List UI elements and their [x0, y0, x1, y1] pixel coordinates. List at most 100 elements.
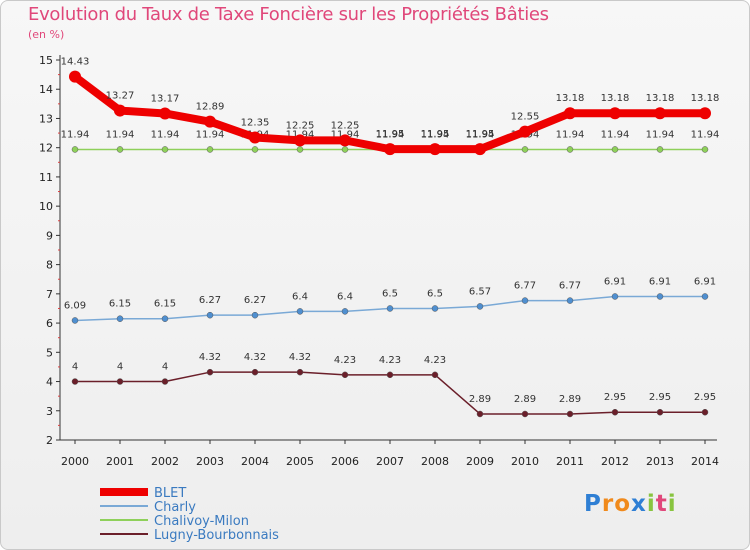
data-point [71, 146, 79, 153]
data-point [656, 408, 664, 416]
data-label: 2.89 [469, 394, 491, 405]
data-label: 12.55 [511, 112, 540, 123]
data-label: 4 [117, 362, 123, 373]
data-label: 11.94 [556, 129, 585, 140]
logo-letter: t [655, 491, 668, 517]
data-label: 2.89 [559, 394, 581, 405]
x-tick-label: 2005 [286, 455, 314, 468]
y-tick-label: 8 [46, 259, 53, 272]
data-label: 13.17 [151, 93, 180, 104]
data-point [206, 311, 214, 319]
data-point [116, 378, 124, 385]
x-tick-label: 2001 [106, 455, 134, 468]
data-label: 12.35 [241, 117, 270, 128]
data-label: 11.94 [646, 129, 675, 140]
legend-item-label: Lugny-Bourbonnais [154, 528, 279, 543]
logo-letter: i [646, 491, 656, 517]
data-label: 13.18 [556, 93, 585, 104]
series-charly: 6.09 6.15 6.15 6.27 6.27 6.4 6.4 6.5 6.5 6.57 6.77… [64, 276, 716, 324]
y-tick-label: 2 [46, 434, 53, 447]
data-point [566, 146, 574, 153]
data-point [161, 378, 169, 385]
data-point [159, 107, 171, 120]
data-label: 6.4 [337, 291, 353, 302]
data-label: 11.95 [376, 129, 405, 140]
x-tick-label: 2012 [601, 455, 629, 468]
data-point [294, 134, 306, 147]
data-label: 6.77 [514, 281, 536, 292]
data-label: 11.95 [466, 129, 495, 140]
x-tick-label: 2004 [241, 455, 269, 468]
data-point [656, 146, 664, 153]
logo-letter: P [584, 491, 602, 517]
data-label: 2.95 [649, 392, 671, 403]
x-tick-label: 2009 [466, 455, 494, 468]
data-point [161, 315, 169, 322]
data-label: 2.95 [604, 392, 626, 403]
y-tick-label: 6 [46, 317, 53, 330]
x-tick-label: 2008 [421, 455, 449, 468]
data-point [251, 368, 259, 376]
data-label: 11.94 [61, 129, 90, 140]
data-label: 2.95 [694, 392, 716, 403]
x-tick-label: 2013 [646, 455, 674, 468]
data-point [611, 146, 619, 153]
data-point [69, 70, 81, 83]
y-tick-label: 5 [46, 346, 53, 359]
data-label: 6.27 [199, 295, 221, 306]
x-tick-label: 2011 [556, 455, 584, 468]
x-tick-label: 2006 [331, 455, 359, 468]
y-tick-label: 7 [46, 288, 53, 301]
data-label: 6.91 [649, 276, 671, 287]
data-label: 6.5 [427, 288, 443, 299]
data-label: 11.94 [106, 129, 135, 140]
data-label: 4.23 [379, 355, 401, 366]
data-label: 13.18 [691, 93, 720, 104]
data-label: 6.91 [604, 276, 626, 287]
data-point [656, 293, 664, 300]
logo-letter: x [631, 491, 647, 517]
data-point [71, 317, 79, 324]
data-point [386, 371, 394, 379]
data-point [116, 146, 124, 153]
data-label: 6.57 [469, 286, 491, 297]
y-tick-label: 9 [46, 229, 53, 242]
data-point [564, 107, 576, 120]
series-lugny-bourbonnais: 4 4 4 4.32 4.32 4.32 4.23 4.23 4.23 2.89 2.89 2.89 2… [71, 352, 716, 418]
x-tick-label: 2014 [691, 455, 719, 468]
legend-item-label: BLET [154, 486, 186, 501]
y-tick-label: 12 [39, 142, 53, 155]
proxiti-logo: Proxiti [584, 491, 677, 517]
data-point [251, 146, 259, 153]
data-label: 13.27 [106, 91, 135, 102]
data-point [701, 408, 709, 416]
data-label: 11.94 [421, 129, 450, 140]
data-label: 13.18 [601, 93, 630, 104]
data-label: 11.94 [151, 129, 180, 140]
x-tick-label: 2007 [376, 455, 404, 468]
data-point [114, 104, 126, 117]
y-tick-label: 3 [46, 405, 53, 418]
data-label: 12.25 [286, 120, 315, 131]
data-point [339, 134, 351, 147]
legend-item-label: Chalivoy-Milon [154, 514, 249, 529]
data-label: 6.5 [382, 288, 398, 299]
data-point [476, 410, 484, 418]
data-label: 6.91 [694, 276, 716, 287]
logo-letter: i [667, 491, 677, 517]
y-tick-label: 14 [39, 83, 53, 96]
y-tick-label: 11 [39, 171, 53, 184]
data-label: 4.32 [199, 352, 221, 363]
y-tick-label: 10 [39, 200, 53, 213]
chart-title: Evolution du Taux de Taxe Foncière sur l… [28, 4, 549, 25]
data-point [384, 143, 396, 156]
data-point [566, 410, 574, 418]
data-point [699, 107, 711, 120]
data-point [296, 308, 304, 315]
logo-letter: r [601, 491, 615, 517]
data-label: 4.32 [244, 352, 266, 363]
data-label: 11.94 [691, 129, 720, 140]
data-point [71, 378, 79, 385]
data-point [701, 293, 709, 300]
data-point [431, 305, 439, 312]
